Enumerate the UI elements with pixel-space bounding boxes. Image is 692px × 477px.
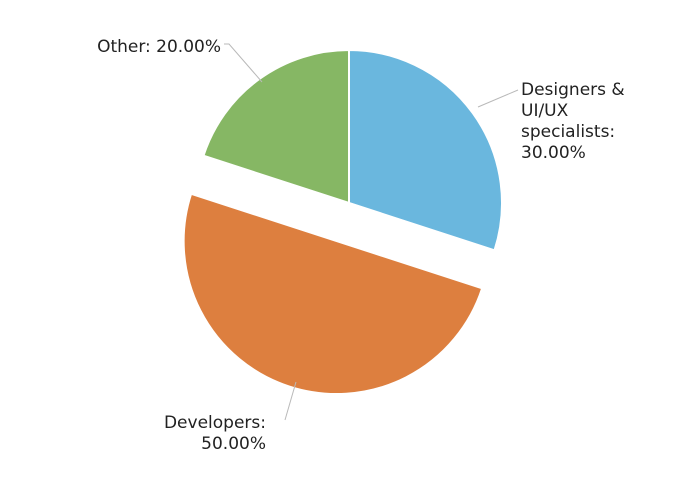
labels-layer: Designers & UI/UX specialists: 30.00% Develo…	[97, 37, 625, 454]
slice-label-line: Designers &	[521, 80, 625, 100]
leader-line-other	[224, 43, 263, 83]
slice-label-designers-ui-ux-specialists: Designers & UI/UX specialists: 30.00%	[521, 80, 625, 163]
slice-label-other: Other: 20.00%	[97, 37, 221, 57]
slice-label-line: Other: 20.00%	[97, 37, 221, 57]
slice-label-line: 50.00%	[201, 434, 266, 454]
slice-label-developers: Developers: 50.00%	[164, 413, 266, 454]
pie-slice-designers-ui-ux-specialists[interactable]	[348, 48, 503, 252]
pie-slice-other[interactable]	[202, 48, 350, 205]
leader-lines-layer	[224, 43, 519, 421]
slice-label-line: 30.00%	[521, 143, 586, 163]
slices-layer	[182, 48, 503, 395]
pie-slice-developers[interactable]	[182, 192, 484, 395]
slice-label-line: specialists:	[521, 122, 615, 142]
slice-label-line: UI/UX	[521, 101, 569, 121]
leader-line-designers-ui-ux-specialists	[477, 89, 519, 108]
leader-line-developers	[284, 381, 297, 421]
slice-label-line: Developers:	[164, 413, 266, 433]
